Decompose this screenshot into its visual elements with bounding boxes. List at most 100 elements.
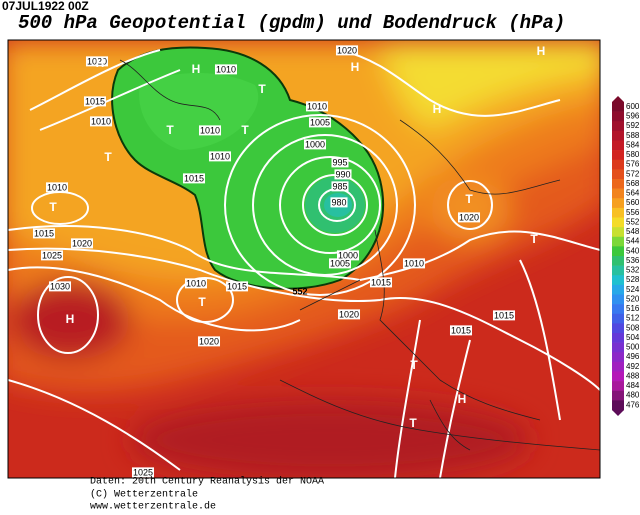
isobar-label: 1010 <box>91 116 111 126</box>
isobar-label-bg <box>48 281 72 292</box>
isobar-label-bg <box>182 173 206 184</box>
colorbar-cell <box>612 342 624 353</box>
pressure-center: T <box>104 150 112 164</box>
colorbar-label: 512 <box>626 314 640 323</box>
colorbar-cell <box>612 275 624 286</box>
pressure-center: H <box>192 62 201 76</box>
colorbar-cell <box>612 323 624 334</box>
isobar-label-bg <box>336 250 360 261</box>
colorbar-label: 568 <box>626 179 640 188</box>
isobar-label: 1000 <box>305 139 325 149</box>
isobar-label: 1015 <box>451 325 471 335</box>
colorbar-tip <box>612 410 624 416</box>
isobar-label: 1015 <box>371 277 391 287</box>
pressure-center: T <box>241 123 249 137</box>
colorbar-label: 580 <box>626 150 640 159</box>
colorbar-label: 540 <box>626 246 640 255</box>
isobar-label-bg <box>334 169 352 180</box>
colorbar-cell <box>612 188 624 199</box>
colorbar-label: 596 <box>626 112 640 121</box>
colorbar-cell <box>612 102 624 112</box>
colorbar-label: 600 <box>626 102 640 111</box>
colorbar-label: 536 <box>626 256 640 265</box>
isobar-label-bg <box>214 64 238 75</box>
pressure-center: T <box>530 232 538 246</box>
colorbar-label: 504 <box>626 333 640 342</box>
colorbar-label: 516 <box>626 304 640 313</box>
colorbar-label: 544 <box>626 237 640 246</box>
colorbar-cell <box>612 400 624 411</box>
colorbar-cell <box>612 217 624 228</box>
isobar-label: 1010 <box>200 125 220 135</box>
colorbar-cell <box>612 169 624 180</box>
pressure-center: H <box>96 56 105 70</box>
colorbar-label: 524 <box>626 285 640 294</box>
pressure-center: H <box>458 392 467 406</box>
colorbar-cell <box>612 140 624 151</box>
colorbar-cell <box>612 313 624 324</box>
colorbar-cell <box>612 284 624 295</box>
isobar-label-bg <box>331 157 349 168</box>
colorbar-label: 552 <box>626 217 640 226</box>
isobar-label: 1025 <box>133 467 153 477</box>
colorbar-tip <box>612 96 624 102</box>
colorbar-cell <box>612 150 624 161</box>
pressure-center: H <box>66 312 75 326</box>
colorbar-label: 560 <box>626 198 640 207</box>
isobar-label: 1020 <box>339 309 359 319</box>
isobar-label: 990 <box>335 169 350 179</box>
isobar-label-bg <box>83 96 107 107</box>
colorbar-label: 584 <box>626 140 640 149</box>
colorbar-label: 488 <box>626 371 640 380</box>
isobar-label-bg <box>449 325 473 336</box>
colorbar-label: 520 <box>626 294 640 303</box>
isobar-label: 1025 <box>42 250 62 260</box>
colorbar-cell <box>612 207 624 218</box>
colorbar-cell <box>612 198 624 209</box>
colorbar-cell <box>612 265 624 276</box>
isobar-label: 980 <box>331 197 346 207</box>
isobar-label-bg <box>492 310 516 321</box>
colorbar-label: 592 <box>626 121 640 130</box>
colorbar-label: 548 <box>626 227 640 236</box>
colorbar-cell <box>612 246 624 257</box>
colorbar: 6005965925885845805765725685645605565525… <box>612 96 640 416</box>
isobar-label: 1015 <box>227 281 247 291</box>
pressure-center: H <box>433 102 442 116</box>
pressure-center: T <box>198 295 206 309</box>
isobar-label-bg <box>330 197 348 208</box>
isobar-label-bg <box>335 45 359 56</box>
colorbar-label: 564 <box>626 189 640 198</box>
colorbar-label: 500 <box>626 343 640 352</box>
isobar-label: 1000 <box>338 250 358 260</box>
footer-line: (C) Wetterzentrale <box>90 489 198 501</box>
pressure-center: T <box>49 200 57 214</box>
isobar-label-bg <box>40 250 64 261</box>
colorbar-cell <box>612 111 624 122</box>
isobar-label: 1020 <box>87 56 107 66</box>
isobar-label-bg <box>457 212 481 223</box>
colorbar-label: 496 <box>626 352 640 361</box>
colorbar-label: 476 <box>626 400 640 409</box>
run-time: 07JUL1922 00Z <box>2 0 89 13</box>
colorbar-cell <box>612 179 624 189</box>
isobar-label-bg <box>45 182 69 193</box>
footer-line: www.wetterzentrale.de <box>90 501 216 510</box>
colorbar-cell <box>612 381 624 392</box>
colorbar-cell <box>612 361 624 372</box>
pressure-center: T <box>166 123 174 137</box>
isobar-label: 1015 <box>494 310 514 320</box>
pressure-center: T <box>465 192 473 206</box>
isobar-label: 985 <box>332 181 347 191</box>
isobar-label: 1010 <box>47 182 67 192</box>
isobar-label-bg <box>225 281 249 292</box>
colorbar-cell <box>612 390 624 401</box>
colorbar-label: 572 <box>626 169 640 178</box>
map-field: 1020101510101010101010101015101010051000… <box>8 40 600 478</box>
colorbar-cell <box>612 256 624 266</box>
colorbar-label: 532 <box>626 266 640 275</box>
colorbar-cell <box>612 121 624 132</box>
isobar-label: 1010 <box>307 101 327 111</box>
isobar-label-bg <box>328 258 352 269</box>
